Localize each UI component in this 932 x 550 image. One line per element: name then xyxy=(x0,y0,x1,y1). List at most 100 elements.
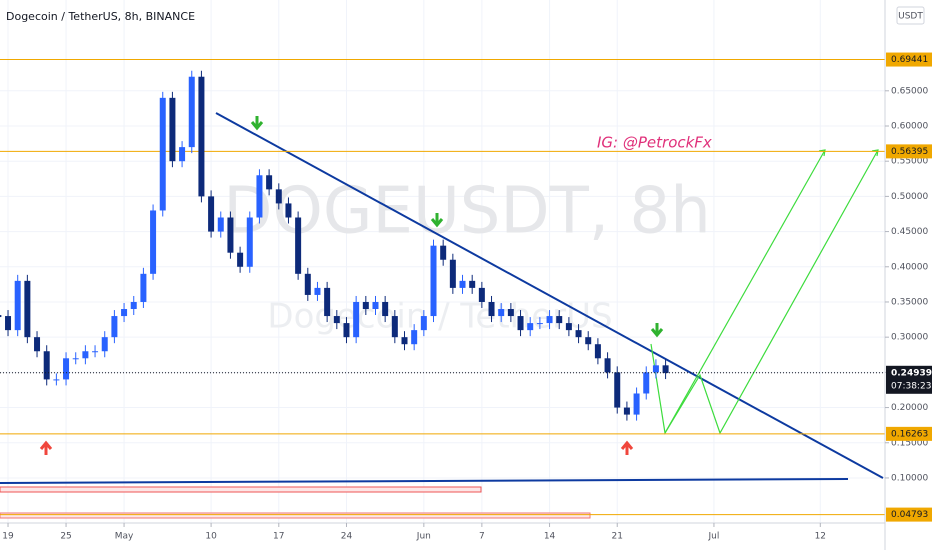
candle xyxy=(150,210,157,274)
support-line xyxy=(0,478,849,484)
level-tag xyxy=(886,52,932,67)
down-arrows xyxy=(250,116,664,338)
countdown-label: 07:38:23 xyxy=(891,381,931,391)
currency-button[interactable] xyxy=(896,6,925,25)
level-tag xyxy=(886,426,932,441)
candle xyxy=(266,175,273,190)
y-tick-label: 0.55000 xyxy=(891,157,928,167)
candle xyxy=(256,175,263,218)
candle xyxy=(411,330,418,345)
candle xyxy=(372,301,379,310)
candle xyxy=(53,379,60,381)
level-label: 0.56395 xyxy=(891,147,928,157)
x-tick-label: 14 xyxy=(544,532,556,542)
candle xyxy=(275,189,282,204)
candle xyxy=(478,287,485,302)
candle xyxy=(401,337,408,345)
candle xyxy=(633,393,640,415)
level-label: 0.04793 xyxy=(891,510,928,520)
candle xyxy=(324,287,331,317)
x-tick-label: 10 xyxy=(205,532,217,542)
candle xyxy=(246,217,253,267)
candle xyxy=(92,351,99,353)
candle xyxy=(585,337,592,345)
x-tick-label: 12 xyxy=(815,532,826,542)
candle xyxy=(459,280,466,288)
y-tick-label: 0.20000 xyxy=(891,403,928,413)
y-tick-label: 0.10000 xyxy=(891,473,928,483)
candle xyxy=(469,280,476,288)
x-tick-label: 24 xyxy=(341,532,353,542)
candle xyxy=(188,76,195,148)
x-tick-label: Jun xyxy=(416,532,431,542)
candle xyxy=(662,365,669,374)
chart-title: Dogecoin / TetherUS, 8h, BINANCE xyxy=(6,10,195,23)
projection-path xyxy=(650,149,879,435)
candle xyxy=(440,245,447,260)
candle xyxy=(101,337,108,352)
y-tick-label: 0.65000 xyxy=(891,86,928,96)
candle xyxy=(82,351,89,359)
candle xyxy=(362,301,369,310)
y-tick-label: 0.30000 xyxy=(891,333,928,343)
level-label: 0.16263 xyxy=(891,429,928,439)
candle xyxy=(594,344,601,359)
candle xyxy=(169,97,176,162)
candle xyxy=(43,351,50,380)
zone-box xyxy=(0,512,591,519)
current-price-label: 0.24939 xyxy=(891,368,932,378)
candle xyxy=(24,280,31,338)
projection-path xyxy=(664,149,826,434)
candle xyxy=(488,301,495,317)
x-tick-label: 21 xyxy=(612,532,623,542)
candle xyxy=(527,323,534,331)
candle xyxy=(420,316,427,331)
candle xyxy=(237,252,244,267)
candle xyxy=(34,337,41,352)
candle xyxy=(391,316,398,338)
zone-box xyxy=(0,486,482,493)
y-tick-label: 0.60000 xyxy=(891,121,928,131)
candle xyxy=(63,358,70,380)
candle xyxy=(565,323,572,331)
candle xyxy=(498,309,505,317)
candle xyxy=(546,316,553,324)
level-tag xyxy=(886,507,932,522)
candle xyxy=(333,316,340,324)
x-tick-label: Jul xyxy=(708,532,720,542)
candle xyxy=(159,97,166,211)
candle xyxy=(353,301,360,338)
candle xyxy=(430,245,437,317)
level-label: 0.69441 xyxy=(891,55,928,65)
candle xyxy=(449,259,456,288)
annotation: IG: @PetrockFx xyxy=(597,134,712,152)
x-tick-label: May xyxy=(115,532,134,542)
candle xyxy=(5,316,12,331)
y-tick-label: 0.35000 xyxy=(891,297,928,307)
candle xyxy=(382,301,389,317)
x-tick-label: 25 xyxy=(60,532,71,542)
x-tick-label: 17 xyxy=(273,532,284,542)
y-tick-label: 0.40000 xyxy=(891,262,928,272)
candle xyxy=(285,203,292,218)
y-tick-label: 0.45000 xyxy=(891,227,928,237)
candle xyxy=(140,273,147,302)
candle xyxy=(507,309,514,317)
candle xyxy=(14,280,21,331)
level-tag xyxy=(886,144,932,159)
candle xyxy=(643,372,650,394)
candle xyxy=(295,217,302,274)
candle xyxy=(623,407,630,415)
trend-line xyxy=(215,112,884,479)
candle xyxy=(314,287,321,295)
up-arrows xyxy=(39,440,634,455)
currency-label: USDT xyxy=(898,12,923,22)
candle xyxy=(604,358,611,373)
candle xyxy=(130,301,137,310)
arrow-head xyxy=(818,149,879,157)
candle xyxy=(343,323,350,338)
candle xyxy=(575,330,582,338)
candle xyxy=(208,196,215,232)
